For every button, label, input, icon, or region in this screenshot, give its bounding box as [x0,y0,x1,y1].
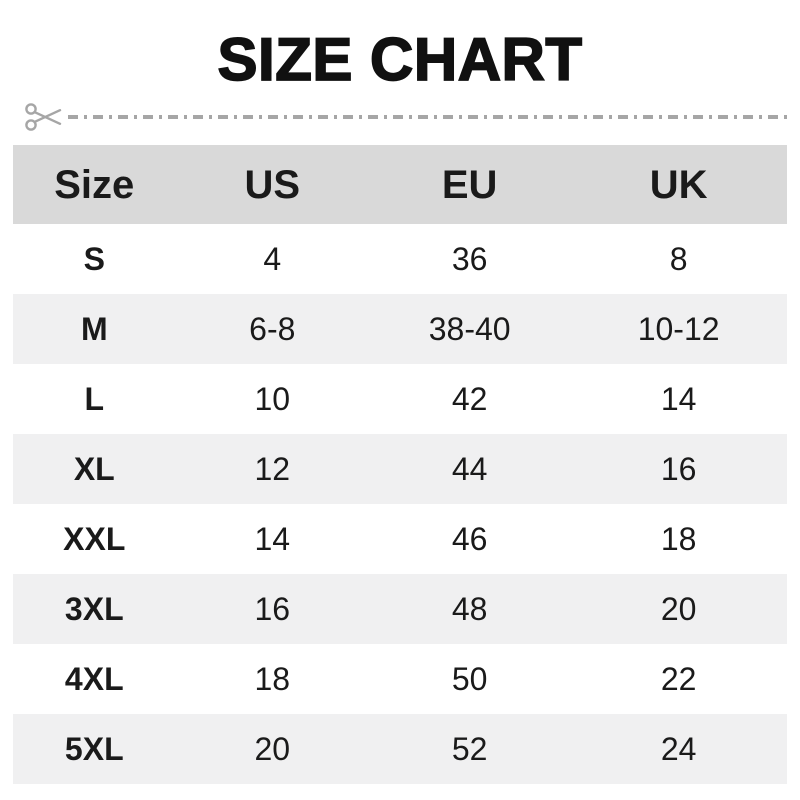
table-row: S 4 36 8 [13,224,787,294]
table-row: 4XL 18 50 22 [13,644,787,714]
table-row: XL 12 44 16 [13,434,787,504]
size-label: XXL [63,521,126,557]
eu-value: 46 [451,521,488,557]
size-label: 5XL [64,731,124,767]
us-value: 6-8 [249,311,296,347]
size-label: S [83,241,105,277]
eu-value: 48 [451,591,488,627]
table-row: XXL 14 46 18 [13,504,787,574]
uk-value: 8 [669,241,688,277]
table-row: M 6-8 38-40 10-12 [13,294,787,364]
cut-line-row [24,98,788,136]
eu-value: 42 [451,381,488,417]
table-header-row: Size US EU UK [13,145,787,224]
us-value: 4 [263,241,282,277]
size-label: M [80,311,108,347]
eu-value: 50 [451,661,488,697]
size-chart-table: Size US EU UK S 4 36 8 M 6-8 38-40 10-12… [13,145,787,784]
us-value: 18 [254,661,291,697]
header-eu: EU [441,162,498,207]
header-size: Size [54,162,135,207]
uk-value: 20 [660,591,697,627]
eu-value: 52 [451,731,488,767]
table-row: 5XL 20 52 24 [13,714,787,784]
header-us: US [244,162,301,207]
header-uk: UK [649,162,708,207]
us-value: 12 [254,451,291,487]
eu-value: 38-40 [428,311,511,347]
table-body: S 4 36 8 M 6-8 38-40 10-12 L 10 42 14 XL… [13,224,787,784]
size-label: 4XL [64,661,124,697]
eu-value: 36 [451,241,488,277]
size-label: L [84,381,105,417]
table-row: 3XL 16 48 20 [13,574,787,644]
uk-value: 24 [660,731,697,767]
uk-value: 14 [660,381,697,417]
dashed-cut-line [68,115,788,119]
eu-value: 44 [451,451,488,487]
us-value: 10 [254,381,291,417]
scissors-icon [24,100,64,134]
uk-value: 22 [660,661,697,697]
uk-value: 16 [660,451,697,487]
uk-value: 18 [660,521,697,557]
us-value: 14 [254,521,291,557]
page-title: SIZE CHART [217,26,583,94]
size-label: 3XL [64,591,124,627]
us-value: 16 [254,591,291,627]
table-row: L 10 42 14 [13,364,787,434]
uk-value: 10-12 [637,311,720,347]
us-value: 20 [254,731,291,767]
size-label: XL [73,451,115,487]
